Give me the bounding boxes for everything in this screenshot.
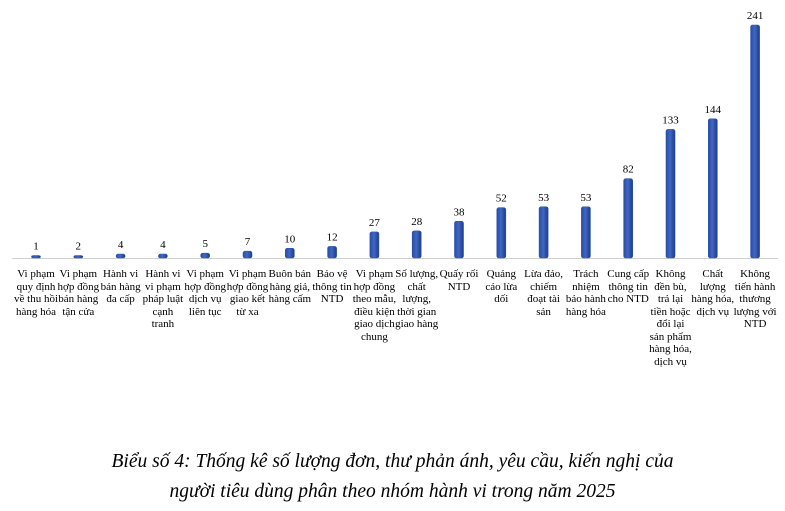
bar-10 <box>411 230 422 259</box>
category-label-7: Buôn bán hàng giả, hàng cấm <box>268 268 312 305</box>
bar-11 <box>454 221 464 259</box>
category-label-8: Bảo vệ thông tin NTD <box>312 268 352 305</box>
data-label-18: 241 <box>747 10 764 22</box>
bar-7 <box>284 248 295 259</box>
data-label-9: 27 <box>369 217 381 229</box>
bar-16 <box>665 129 676 259</box>
category-label-12: Quảng cáo lừa dối <box>485 268 518 305</box>
bar-chart: 1 2 4 4 5 7 10 12 27 28 38 52 53 53 82 133 144 241 Vi phạ… <box>12 10 778 368</box>
caption-line-1: Biểu số 4: Thống kê số lượng đơn, thư ph… <box>111 451 674 472</box>
data-label-14: 53 <box>580 192 592 204</box>
bar-14 <box>581 206 591 259</box>
data-label-8: 12 <box>327 231 338 243</box>
data-label-12: 52 <box>496 193 507 205</box>
bar-17 <box>707 118 718 259</box>
bar-1 <box>31 255 41 259</box>
category-label-2: Vi phạm hợp đồng bán hàng tận cửa <box>57 268 100 318</box>
category-label-11: Quấy rối NTD <box>439 268 479 293</box>
category-label-18: Không tiến hành thương lượng với NTD <box>733 268 777 330</box>
bar-15 <box>623 178 634 259</box>
bar-5 <box>200 252 210 259</box>
data-label-13: 53 <box>538 192 550 204</box>
category-label-9: Vi phạm hợp đồng theo mẫu, điều kiện gia… <box>352 268 397 343</box>
category-label-16: Không đền bù, trả lại tiền hoặc đổi lại … <box>649 268 692 368</box>
data-label-10: 28 <box>411 216 423 228</box>
category-label-17: Chất lượng hàng hóa, dịch vụ <box>691 268 735 318</box>
bar-18 <box>750 24 760 259</box>
bar-9 <box>369 231 380 259</box>
category-label-13: Lừa đảo, chiếm đoạt tài sản <box>524 268 564 318</box>
category-label-6: Vi phạm hợp đồng giao kết từ xa <box>226 268 269 318</box>
category-label-10: Số lượng, chất lượng, thời gian giao hàn… <box>395 268 439 330</box>
caption-line-2: người tiêu dùng phân theo nhóm hành vi t… <box>169 481 616 502</box>
data-label-3: 4 <box>118 239 124 251</box>
bar-2 <box>73 255 84 259</box>
bar-13 <box>538 206 549 259</box>
bar-6 <box>242 250 253 259</box>
category-label-5: Vi phạm hợp đồng dịch vụ liên tục <box>184 268 226 318</box>
data-label-16: 133 <box>662 114 679 126</box>
bar-12 <box>496 207 507 259</box>
category-label-4: Hành vi vi phạm pháp luật cạnh tranh <box>142 268 184 330</box>
category-label-14: Trách nhiệm bảo hành hàng hóa <box>565 268 606 318</box>
data-label-15: 82 <box>623 164 634 176</box>
category-label-15: Cung cấp thông tin cho NTD <box>607 268 650 305</box>
data-label-7: 10 <box>284 233 296 245</box>
category-label-1: Vi phạm quy định về thu hồi hàng hóa <box>14 268 58 318</box>
bar-4 <box>158 253 168 259</box>
category-label-3: Hành vi bán hàng đa cấp <box>100 268 141 305</box>
bar-8 <box>327 246 337 259</box>
data-label-17: 144 <box>705 104 722 116</box>
data-label-2: 2 <box>76 241 82 253</box>
data-label-1: 1 <box>33 241 39 253</box>
data-label-11: 38 <box>454 206 466 218</box>
data-label-4: 4 <box>160 239 166 251</box>
chart-caption: Biểu số 4: Thống kê số lượng đơn, thư ph… <box>20 447 765 507</box>
data-label-6: 7 <box>245 236 251 248</box>
bar-3 <box>115 253 126 259</box>
data-label-5: 5 <box>202 238 208 250</box>
